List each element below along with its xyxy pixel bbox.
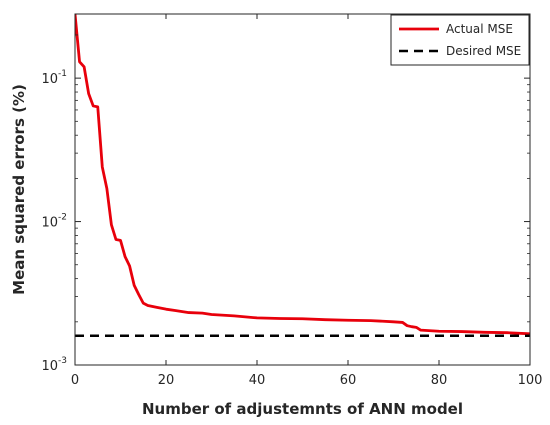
plot-frame [74,13,531,366]
legend-label-desired-mse: Desired MSE [446,44,521,58]
x-tick-label: 100 [518,373,543,388]
x-tick-label: 80 [431,373,448,388]
y-tick-label: 10-3 [41,356,67,374]
y-tick-label: 10-2 [41,213,67,231]
x-tick-label: 0 [71,373,79,388]
legend-label-actual-mse: Actual MSE [446,22,513,36]
y-axis-title: Mean squared errors (%) [10,84,28,295]
x-tick-label: 40 [249,373,266,388]
series-line-actual-mse [75,14,530,336]
x-tick-label: 20 [158,373,175,388]
x-axis-title: Number of adjustemnts of ANN model [142,400,463,418]
y-tick-label: 10-1 [41,69,67,87]
x-tick-label: 60 [340,373,357,388]
series-group [75,14,530,337]
legend-box [390,14,530,66]
